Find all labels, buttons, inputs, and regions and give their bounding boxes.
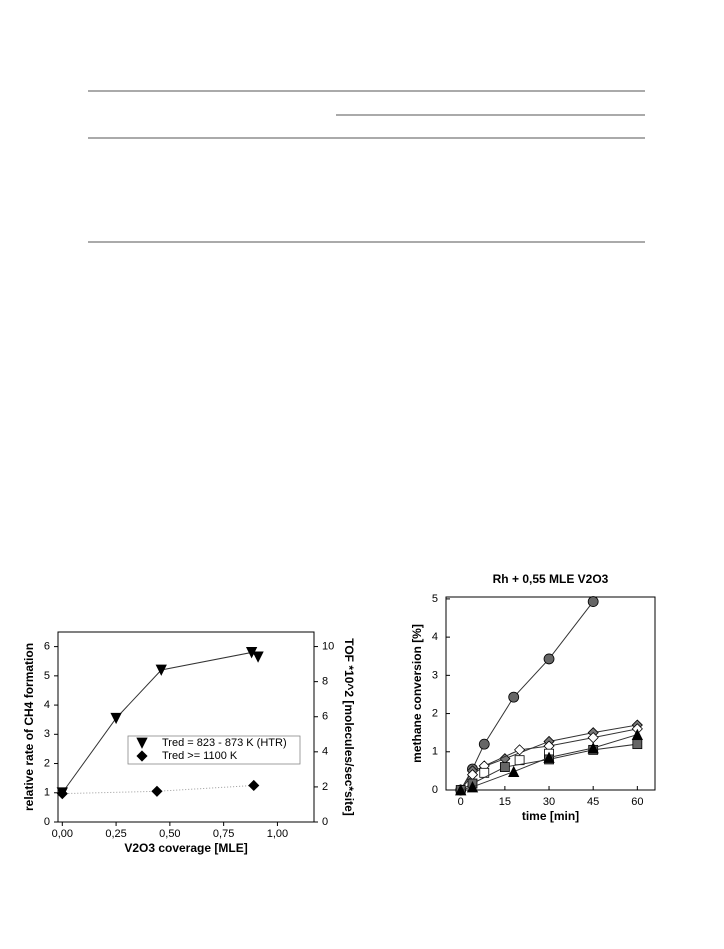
x-axis-label: time [min] (522, 809, 579, 823)
y-tick-label: 6 (44, 641, 50, 653)
y2-tick-label: 10 (322, 640, 334, 652)
y-tick-label: 5 (432, 593, 438, 605)
x-tick-label: 30 (543, 796, 555, 808)
marker (543, 653, 555, 665)
x-axis-label: V2O3 coverage [MLE] (124, 841, 247, 855)
x-tick-label: 0,25 (105, 828, 126, 840)
chart-title: Rh + 0,55 MLE V2O3 (493, 572, 609, 586)
y2-tick-label: 8 (322, 676, 328, 688)
plot-frame (57, 631, 315, 823)
marker (543, 751, 555, 763)
marker (508, 765, 520, 778)
marker (514, 755, 525, 766)
plot-frame (445, 596, 656, 791)
y-tick-label: 2 (44, 757, 50, 769)
legend-marker (136, 750, 148, 762)
y-tick-label: 3 (432, 669, 438, 681)
marker (632, 739, 643, 750)
x-tick-label: 1,00 (267, 828, 288, 840)
marker (252, 651, 264, 663)
marker (110, 712, 122, 725)
series-line (62, 784, 254, 795)
y-tick-label: 2 (432, 707, 438, 719)
marker (455, 784, 467, 796)
x-tick-label: 0,00 (52, 828, 73, 840)
marker (514, 744, 526, 756)
marker (151, 785, 163, 797)
legend-marker (136, 737, 148, 749)
marker (56, 788, 68, 800)
y-tick-label: 0 (44, 816, 50, 828)
marker (499, 762, 510, 772)
x-tick-label: 0,75 (213, 828, 234, 840)
y-axis-label: methane conversion [%] (410, 624, 424, 763)
y2-tick-label: 6 (322, 711, 328, 723)
y2-tick-label: 0 (322, 816, 328, 828)
empty-table (88, 90, 645, 243)
x-tick-label: 60 (631, 796, 643, 808)
y-axis-label: relative rate of CH4 formation (22, 643, 36, 811)
marker (631, 728, 643, 740)
y-tick-label: 1 (432, 746, 438, 758)
legend-label: Tred >= 1100 K (162, 750, 238, 762)
y2-tick-label: 2 (322, 781, 328, 793)
marker (248, 779, 260, 792)
x-tick-label: 0,50 (159, 828, 180, 840)
marker (466, 781, 479, 793)
marker (587, 596, 599, 607)
x-tick-label: 45 (587, 796, 599, 808)
marker (478, 738, 490, 750)
y-tick-label: 4 (44, 699, 50, 711)
marker (155, 664, 167, 676)
y2-axis-label: TOF *10^2 [molecules/sec*site] (342, 638, 356, 816)
y-tick-label: 1 (44, 787, 50, 799)
y-tick-label: 0 (432, 784, 438, 796)
x-tick-label: 15 (499, 796, 511, 808)
legend-box (127, 735, 301, 765)
y-tick-label: 3 (44, 728, 50, 740)
y-tick-label: 5 (44, 670, 50, 682)
marker (508, 691, 520, 703)
y2-tick-label: 4 (322, 746, 328, 758)
series-line (460, 601, 594, 791)
y-tick-label: 4 (432, 631, 438, 643)
legend-label: Tred = 823 - 873 K (HTR) (162, 737, 287, 749)
x-tick-label: 0 (458, 796, 464, 808)
marker (587, 742, 599, 754)
